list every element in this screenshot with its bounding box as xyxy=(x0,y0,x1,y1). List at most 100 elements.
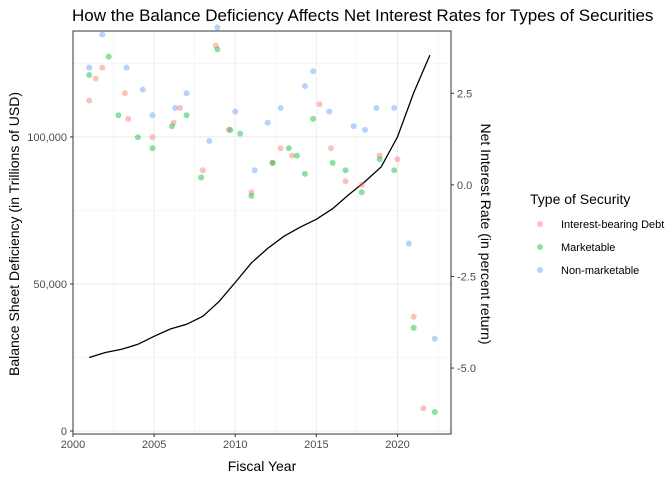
panel-border-rect xyxy=(72,30,452,435)
point-interest-bearing-debt xyxy=(248,189,255,196)
y2-axis-title: Net Interest Rate (in percent return) xyxy=(478,124,494,345)
y2-tick-label: -2.5 xyxy=(457,271,476,283)
point-marketable xyxy=(293,152,300,159)
deficiency-line xyxy=(89,54,431,359)
y-tick-label: 0 xyxy=(61,426,67,438)
y2-tick-label: 2.5 xyxy=(457,88,472,100)
point-marketable xyxy=(391,167,398,174)
point-interest-bearing-debt xyxy=(225,126,232,133)
point-marketable xyxy=(237,130,244,137)
y-axis-title: Balance Sheet Deficiency (in Trillions o… xyxy=(6,92,22,376)
axes: 2000 2005 2010 2015 2020 0 50,000 100,000 2.5 0.0… xyxy=(27,88,476,451)
y2-tick-label: -5.0 xyxy=(457,363,476,375)
point-marketable xyxy=(376,156,383,163)
point-non-marketable xyxy=(391,104,398,111)
point-interest-bearing-debt xyxy=(410,313,417,320)
point-non-marketable xyxy=(232,108,239,115)
plot-border xyxy=(72,30,452,435)
point-marketable xyxy=(248,192,255,199)
point-non-marketable xyxy=(172,104,179,111)
x-tick-label: 2005 xyxy=(142,439,166,451)
point-interest-bearing-debt xyxy=(177,104,184,111)
point-interest-bearing-debt xyxy=(92,75,99,82)
point-marketable xyxy=(198,174,205,181)
point-non-marketable xyxy=(431,335,438,342)
y-tick-label: 50,000 xyxy=(33,279,67,291)
point-non-marketable xyxy=(149,112,156,119)
point-interest-bearing-debt xyxy=(394,156,401,163)
x-tick-label: 2015 xyxy=(304,439,328,451)
point-interest-bearing-debt xyxy=(269,159,276,166)
point-non-marketable xyxy=(350,123,357,130)
point-interest-bearing-debt xyxy=(170,119,177,126)
point-marketable xyxy=(358,189,365,196)
point-interest-bearing-debt xyxy=(327,145,334,152)
point-marketable xyxy=(285,145,292,152)
point-non-marketable xyxy=(362,126,369,133)
point-interest-bearing-debt xyxy=(289,152,296,159)
point-marketable xyxy=(301,170,308,177)
point-non-marketable xyxy=(326,108,333,115)
point-interest-bearing-debt xyxy=(342,178,349,185)
plot-background xyxy=(73,31,451,434)
legend-label-marketable: Marketable xyxy=(561,242,615,254)
point-marketable xyxy=(431,409,438,416)
line-layer xyxy=(89,54,431,359)
point-marketable xyxy=(115,112,122,119)
x-tick-label: 2020 xyxy=(385,439,409,451)
point-non-marketable xyxy=(99,31,106,38)
point-non-marketable xyxy=(214,24,221,31)
point-marketable xyxy=(269,159,276,166)
point-interest-bearing-debt xyxy=(212,42,219,49)
point-non-marketable xyxy=(373,104,380,111)
legend-label-interest-bearing-debt: Interest-bearing Debt xyxy=(561,219,664,231)
points-layer xyxy=(86,24,438,416)
point-non-marketable xyxy=(183,90,190,97)
legend-key-marketable xyxy=(537,244,543,250)
legend: Type of Security Interest-bearing Debt Ma… xyxy=(530,191,664,277)
point-non-marketable xyxy=(264,119,271,126)
point-marketable xyxy=(134,134,141,141)
point-marketable xyxy=(149,145,156,152)
chart-title: How the Balance Deficiency Affects Net I… xyxy=(72,6,653,25)
point-non-marketable xyxy=(139,86,146,93)
legend-label-non-marketable: Non-marketable xyxy=(561,265,639,277)
y-tick-label: 100,000 xyxy=(27,132,67,144)
point-interest-bearing-debt xyxy=(420,405,427,412)
point-interest-bearing-debt xyxy=(125,115,132,122)
x-tick-label: 2010 xyxy=(223,439,247,451)
point-interest-bearing-debt xyxy=(199,167,206,174)
point-non-marketable xyxy=(277,104,284,111)
point-interest-bearing-debt xyxy=(121,90,128,97)
point-marketable xyxy=(410,324,417,331)
point-interest-bearing-debt xyxy=(316,101,323,108)
point-interest-bearing-debt xyxy=(358,181,365,188)
point-marketable xyxy=(168,123,175,130)
legend-title: Type of Security xyxy=(530,191,630,207)
legend-key-non-marketable xyxy=(537,267,543,273)
point-non-marketable xyxy=(310,68,317,75)
point-interest-bearing-debt xyxy=(99,64,106,71)
point-marketable xyxy=(329,159,336,166)
point-interest-bearing-debt xyxy=(376,152,383,159)
point-non-marketable xyxy=(86,64,93,71)
x-tick-label: 2000 xyxy=(61,439,85,451)
point-non-marketable xyxy=(123,64,130,71)
point-marketable xyxy=(227,126,234,133)
point-non-marketable xyxy=(251,167,258,174)
x-axis-title: Fiscal Year xyxy=(228,458,297,474)
point-interest-bearing-debt xyxy=(86,97,93,104)
point-non-marketable xyxy=(301,82,308,89)
legend-key-interest-bearing-debt xyxy=(537,221,543,227)
y2-tick-label: 0.0 xyxy=(457,180,472,192)
plot-panel xyxy=(73,31,451,434)
point-marketable xyxy=(86,71,93,78)
point-marketable xyxy=(105,53,112,60)
grid-lines xyxy=(72,31,451,434)
point-marketable xyxy=(214,46,221,53)
point-non-marketable xyxy=(206,137,213,144)
point-marketable xyxy=(310,115,317,122)
point-interest-bearing-debt xyxy=(149,134,156,141)
